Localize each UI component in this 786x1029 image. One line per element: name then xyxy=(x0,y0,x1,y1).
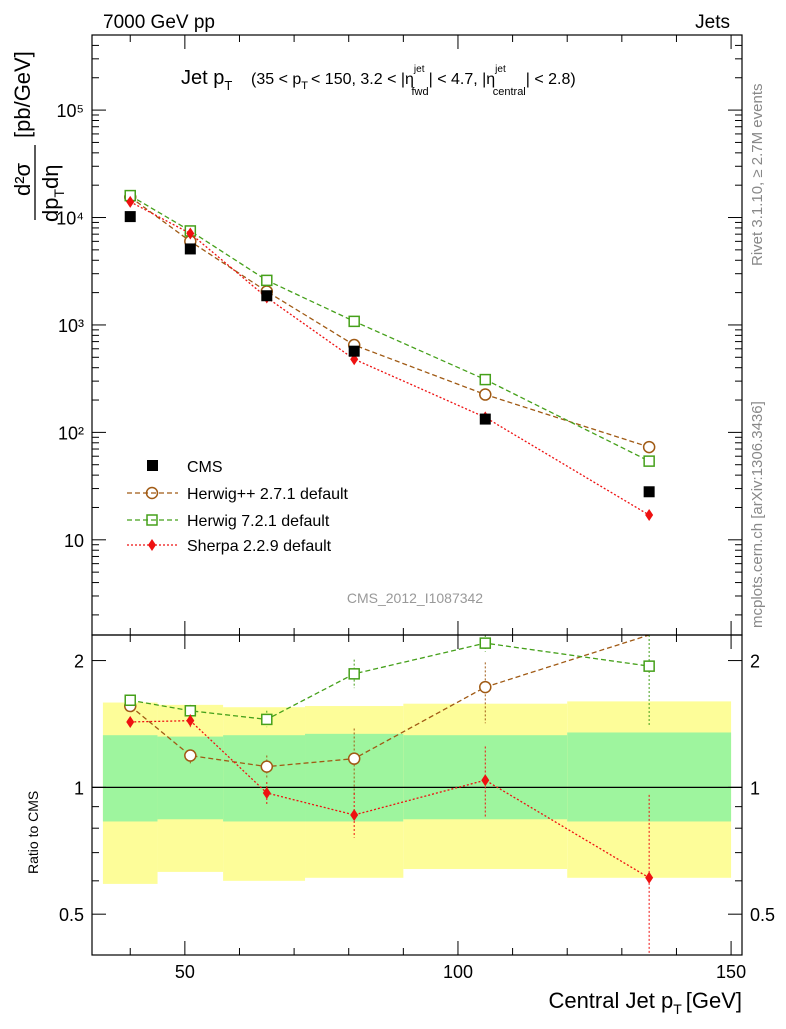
legend-herwig7: Herwig 7.2.1 default xyxy=(127,513,330,530)
main-panel xyxy=(123,189,656,522)
series-2-main-line xyxy=(129,201,650,516)
y-tick-label-3: 10⁴ xyxy=(56,209,84,229)
ratio-tick-label-right-2: 2 xyxy=(750,652,760,672)
series-2-ratio-point-5 xyxy=(645,871,654,884)
rivet-version-label: Rivet 3.1.10, ≥ 2.7M events xyxy=(749,84,766,267)
y-label-den-sub: T xyxy=(51,189,67,198)
cms-point-5 xyxy=(643,486,655,498)
series-2-ratio-point-2 xyxy=(262,786,271,799)
y-label-den: dp xyxy=(38,198,63,222)
ratio-tick-label-right-1: 1 xyxy=(750,778,760,798)
series-2-ratio-point-0 xyxy=(126,715,135,728)
series-1-main-line xyxy=(129,195,650,462)
ratio-frame xyxy=(91,634,743,956)
series-0-main-point-5 xyxy=(642,440,656,454)
y-tick-label-0: 10 xyxy=(64,531,84,551)
ratio-axis-label: Ratio to CMS xyxy=(25,791,41,874)
series-2-ratio-point-1 xyxy=(186,714,195,727)
ratio-band-inner-1 xyxy=(157,736,224,820)
y-label-unit: [pb/GeV] xyxy=(10,51,35,138)
ratio-band-inner-0 xyxy=(102,735,158,822)
svg-text:Herwig 7.2.1 default: Herwig 7.2.1 default xyxy=(187,513,330,530)
series-2-main-point-5 xyxy=(645,509,654,522)
main-title: Jet pT (35 < pT < 150, 3.2 < |ηjet fwd| < … xyxy=(181,64,576,98)
series-1-main-point-3 xyxy=(348,315,360,328)
cms-point-3 xyxy=(348,345,360,357)
ratio-uncertainty-bands xyxy=(102,701,732,884)
cms-point-4 xyxy=(479,413,491,425)
x-axis-label: Central Jet pT [GeV] xyxy=(548,988,742,1017)
ratio-panel xyxy=(92,635,742,955)
svg-text:Herwig++ 2.7.1 default: Herwig++ 2.7.1 default xyxy=(187,486,349,503)
x-tick-label-100: 100 xyxy=(443,962,473,982)
axes: 50 100 150 10 10² 10³ 10⁴ 10⁵ 0.5 0.5 1 1 2 2 xyxy=(56,34,775,982)
cms-point-0 xyxy=(124,211,136,223)
series-1-ratio-point-0 xyxy=(124,694,136,707)
series-1-ratio-line xyxy=(130,642,650,721)
legend-cms: CMS xyxy=(147,459,223,476)
x-tick-label-50: 50 xyxy=(175,962,195,982)
ratio-tick-label-right-0: 0.5 xyxy=(750,905,775,925)
legend: CMS Herwig++ 2.7.1 default Herwig 7.2.1 … xyxy=(127,459,349,555)
svg-text:Jet pT: Jet pT xyxy=(181,67,232,93)
series-1-ratio-point-5 xyxy=(643,660,655,672)
series-1-ratio-point-3 xyxy=(348,668,360,680)
series-2-main-point-1 xyxy=(186,227,195,240)
svg-text:dpTdη: dpTdη xyxy=(38,164,67,222)
beam-label: 7000 GeV pp xyxy=(103,12,215,33)
series-0-ratio-line xyxy=(129,635,650,768)
series-1-ratio-point-2 xyxy=(261,713,273,726)
ratio-tick-label-left-0: 0.5 xyxy=(59,905,84,925)
y-label-den-tail: dη xyxy=(38,164,63,188)
series-0-ratio-point-3 xyxy=(347,752,361,765)
series-2-main-point-0 xyxy=(126,195,135,208)
x-tick-label-150: 150 xyxy=(716,962,746,982)
series-2-ratio-point-4 xyxy=(481,774,490,787)
ratio-tick-label-left-1: 1 xyxy=(74,778,84,798)
category-label: Jets xyxy=(695,12,730,33)
series-0-ratio-point-1 xyxy=(184,749,197,762)
series-2-ratio-point-3 xyxy=(350,808,359,821)
y-label-numerator: d²σ xyxy=(10,162,35,196)
y-tick-label-2: 10³ xyxy=(58,316,84,336)
analysis-id: CMS_2012_I1087342 xyxy=(347,590,483,606)
series-1-ratio-point-4 xyxy=(479,637,492,649)
legend-sherpa: Sherpa 2.2.9 default xyxy=(127,538,332,555)
series-1-main-point-5 xyxy=(643,455,655,467)
series-0-ratio-point-4 xyxy=(479,680,492,694)
ratio-band-inner-5 xyxy=(567,732,732,822)
series-0-main-point-4 xyxy=(479,388,492,401)
legend-herwigpp: Herwig++ 2.7.1 default xyxy=(127,486,349,503)
cms-point-1 xyxy=(184,243,196,255)
series-0-main-line xyxy=(129,196,650,448)
y-tick-label-4: 10⁵ xyxy=(57,101,84,121)
series-1-main-point-4 xyxy=(479,373,492,386)
series-1-ratio-point-1 xyxy=(184,705,197,717)
mcplots-label: mcplots.cern.ch [arXiv:1306.3436] xyxy=(749,401,766,628)
series-1-main-point-2 xyxy=(261,274,273,287)
ratio-tick-label-left-2: 2 xyxy=(74,652,84,672)
y-tick-label-1: 10² xyxy=(58,423,84,443)
series-0-ratio-point-2 xyxy=(260,760,274,773)
svg-text:Sherpa 2.2.9 default: Sherpa 2.2.9 default xyxy=(187,538,332,555)
ratio-band-inner-2 xyxy=(223,735,306,822)
main-y-axis-label: d²σ dpTdη [pb/GeV] xyxy=(10,51,67,222)
cms-point-2 xyxy=(261,290,273,302)
svg-text:CMS: CMS xyxy=(187,459,223,476)
